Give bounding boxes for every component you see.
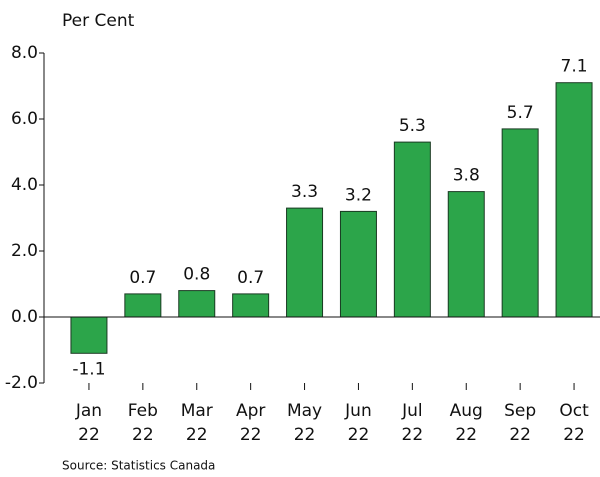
y-tick-label: 6.0 bbox=[11, 109, 38, 129]
x-tick-label-line: 22 bbox=[186, 425, 208, 445]
x-tick-label: Jul 22 bbox=[401, 401, 423, 445]
value-label: 0.7 bbox=[237, 268, 264, 288]
x-tick-label-line: 22 bbox=[348, 425, 370, 445]
x-tick-label: Mar 22 bbox=[181, 401, 213, 445]
x-tick-label: Sep 22 bbox=[504, 401, 536, 445]
x-tick-label: Jun 22 bbox=[344, 401, 372, 445]
bar bbox=[447, 191, 485, 318]
value-label: 5.7 bbox=[507, 103, 534, 123]
bar bbox=[70, 316, 108, 354]
bar bbox=[393, 141, 431, 318]
x-tick-label: Jan 22 bbox=[75, 401, 102, 445]
bar bbox=[501, 128, 539, 318]
x-tick-label: Feb 22 bbox=[128, 401, 158, 445]
x-tick-label-line: Feb bbox=[128, 401, 158, 421]
x-tick-label-line: Jan bbox=[75, 401, 102, 421]
x-tick-label-line: 22 bbox=[455, 425, 477, 445]
bar bbox=[339, 210, 377, 318]
x-tick-label: Apr 22 bbox=[236, 401, 265, 445]
x-tick-label-line: 22 bbox=[240, 425, 262, 445]
value-label: 0.8 bbox=[183, 265, 210, 285]
y-tick-label: 8.0 bbox=[11, 43, 38, 63]
bar bbox=[555, 82, 593, 318]
bar bbox=[124, 293, 162, 318]
value-label: 7.1 bbox=[561, 57, 588, 77]
bar bbox=[286, 207, 324, 318]
x-tick-label-line: Aug bbox=[450, 401, 483, 421]
x-tick-label-line: Jun bbox=[344, 401, 372, 421]
x-tick-label-line: Jul bbox=[401, 401, 423, 421]
value-label: 3.8 bbox=[453, 166, 480, 186]
x-tick-label-line: 22 bbox=[294, 425, 316, 445]
value-label: 3.3 bbox=[291, 182, 318, 202]
x-tick-label-line: 22 bbox=[509, 425, 531, 445]
bar bbox=[178, 290, 216, 318]
y-tick-label: 4.0 bbox=[11, 175, 38, 195]
x-tick-label-line: 22 bbox=[78, 425, 100, 445]
x-tick-label-line: 22 bbox=[132, 425, 154, 445]
value-label: 3.2 bbox=[345, 185, 372, 205]
x-tick-label: Oct 22 bbox=[559, 401, 589, 445]
x-tick-label: May 22 bbox=[287, 401, 322, 445]
axis-label: Per Cent bbox=[62, 11, 135, 31]
value-label: 5.3 bbox=[399, 116, 426, 136]
x-tick-label-line: 22 bbox=[402, 425, 424, 445]
y-tick-label: 0.0 bbox=[11, 307, 38, 327]
x-tick-label-line: Apr bbox=[236, 401, 265, 421]
x-tick-label-line: Oct bbox=[559, 401, 589, 421]
source: Source: Statistics Canada bbox=[62, 459, 215, 473]
y-tick-label: 2.0 bbox=[11, 241, 38, 261]
x-tick-label-line: May bbox=[287, 401, 322, 421]
value-label: -1.1 bbox=[72, 359, 105, 379]
x-tick-label-line: Sep bbox=[504, 401, 536, 421]
bar bbox=[232, 293, 270, 318]
y-tick-label: -2.0 bbox=[5, 373, 38, 393]
x-tick-label: Aug 22 bbox=[450, 401, 483, 445]
x-tick-label-line: 22 bbox=[563, 425, 585, 445]
x-tick-label-line: Mar bbox=[181, 401, 213, 421]
value-label: 0.7 bbox=[129, 268, 156, 288]
